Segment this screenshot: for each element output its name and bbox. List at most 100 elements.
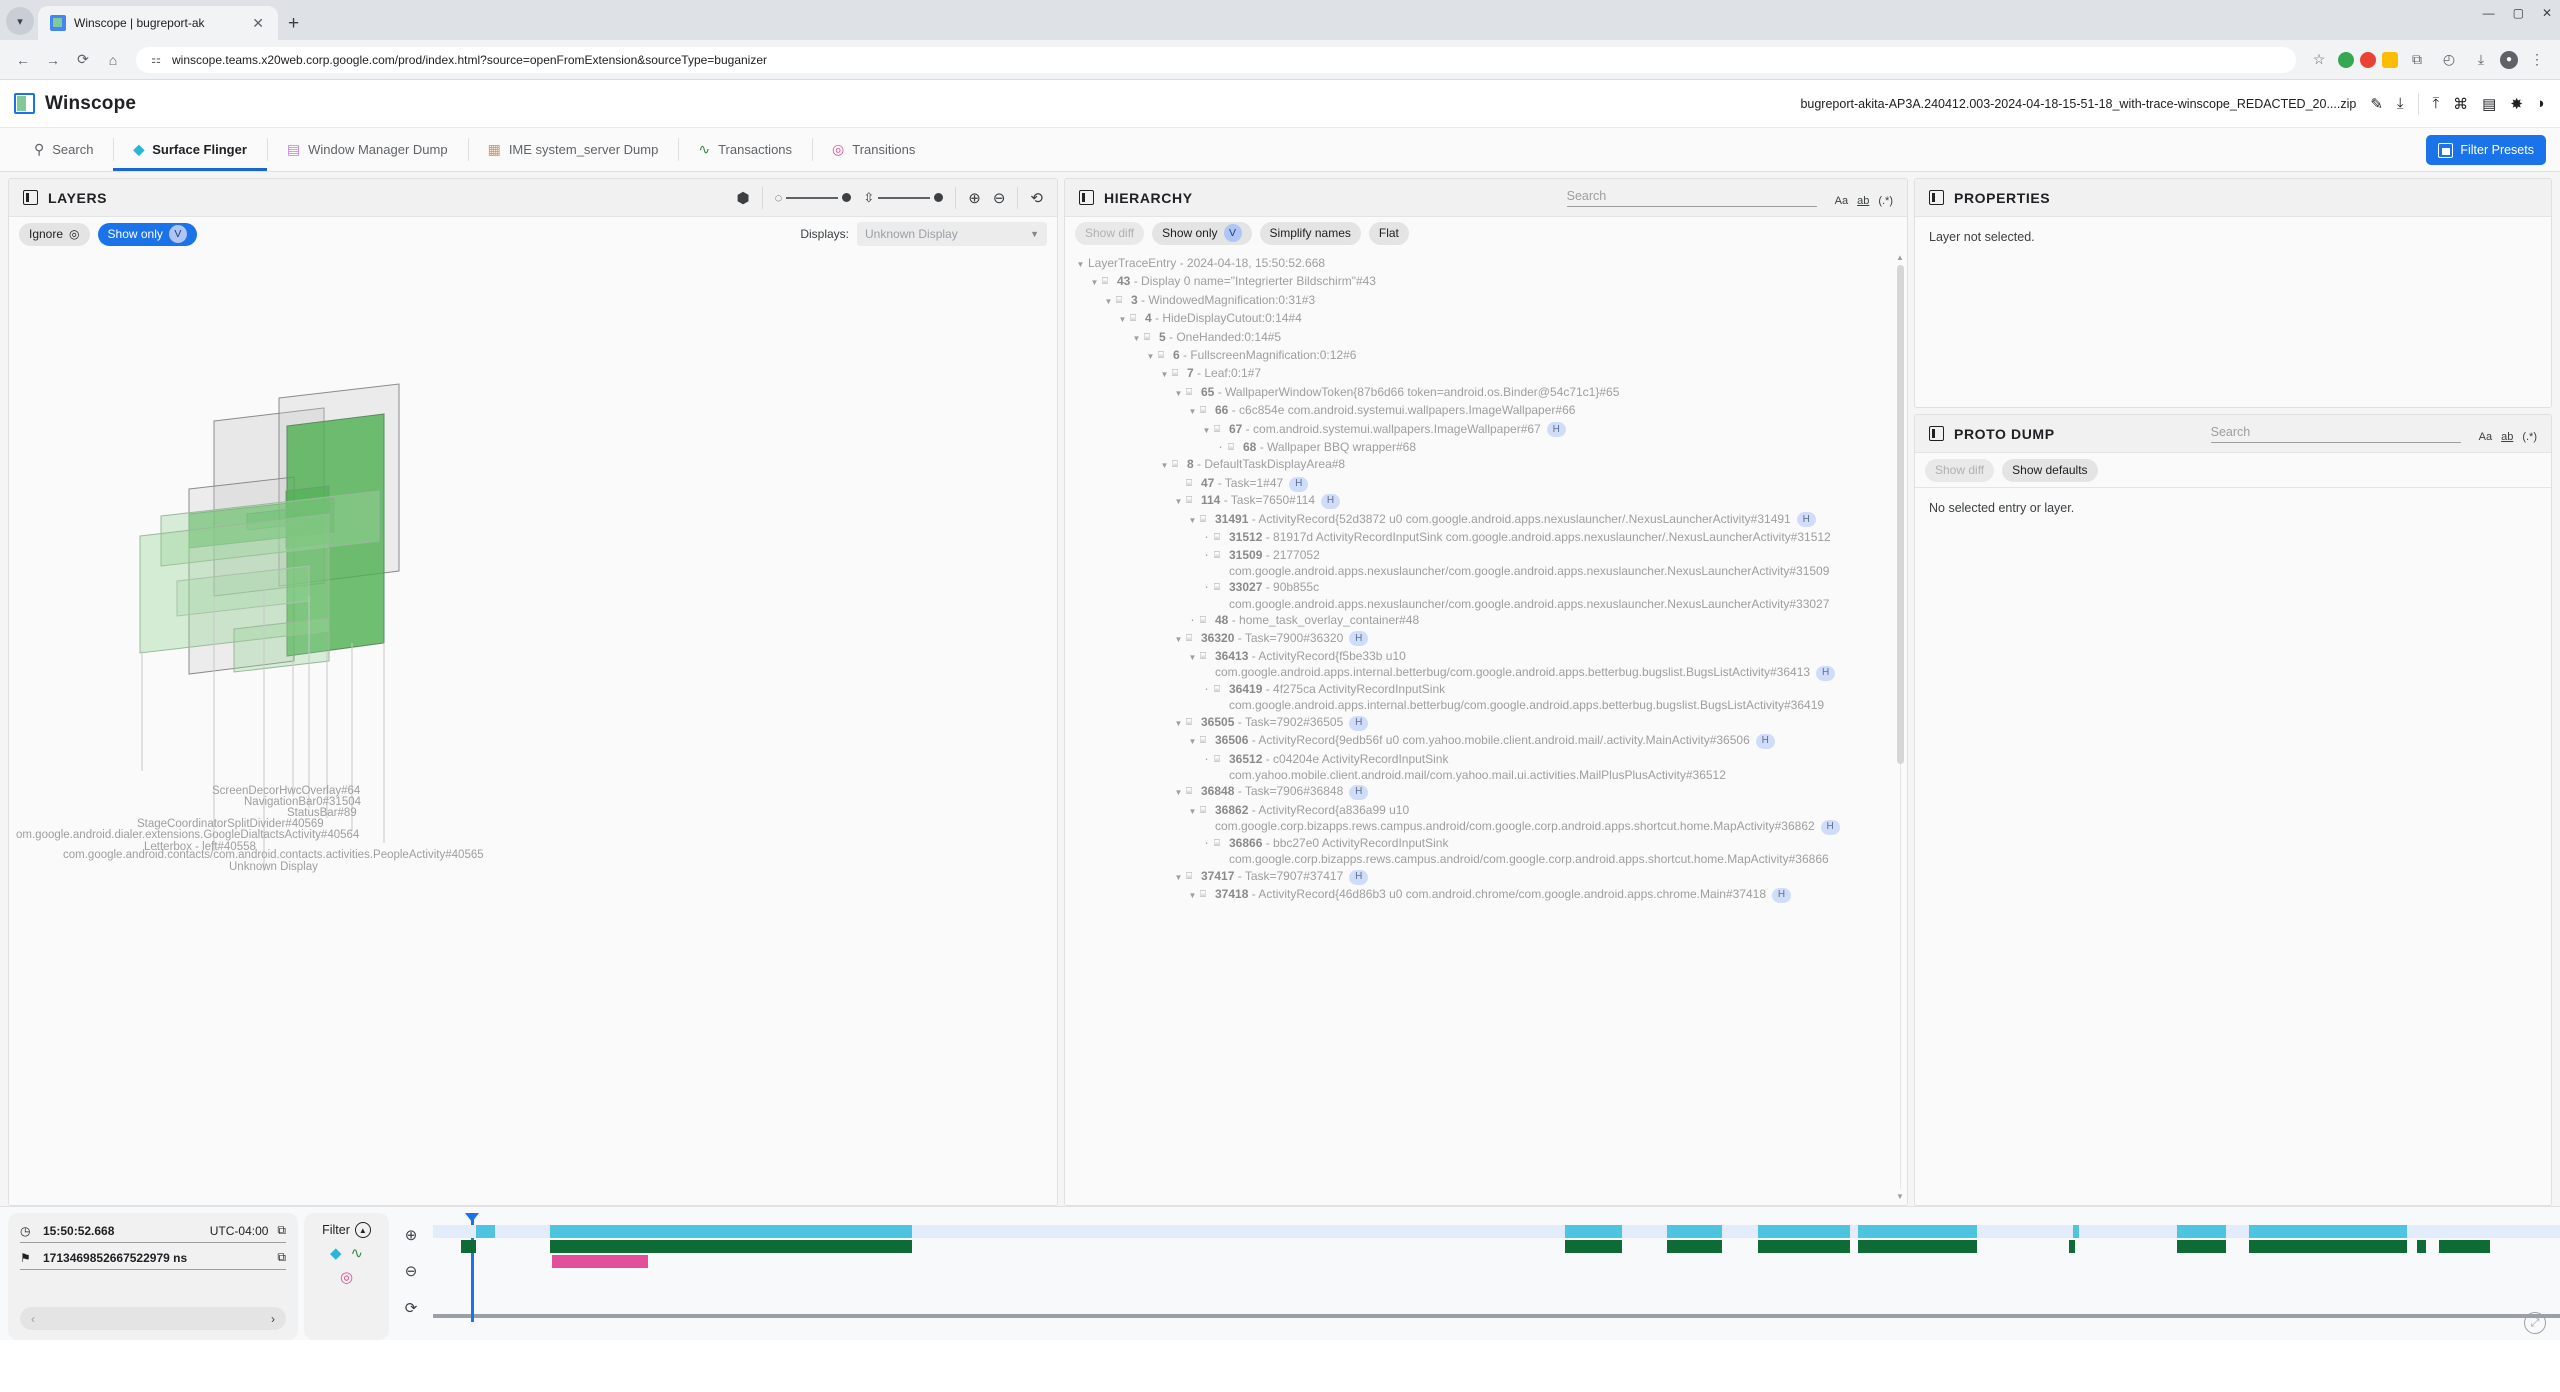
shortcuts-icon[interactable]: ⌘ — [2453, 95, 2469, 113]
layer-label[interactable]: StageCoordinatorSplitDivider#40569 — [137, 818, 324, 830]
pin-icon[interactable]: ⌸ — [1200, 650, 1206, 662]
reset-view-icon[interactable]: ⟲ — [1030, 189, 1043, 207]
report-bug-icon[interactable]: ✸ — [2510, 95, 2523, 113]
transitions-icon[interactable]: ◎ — [339, 1269, 354, 1286]
hierarchy-node[interactable]: · ⌸ 31512 - 81917d ActivityRecordInputSink… — [1073, 529, 1897, 546]
hierarchy-node[interactable]: ▼ ⌸ 3 - WindowedMagnification:0:31#3 — [1073, 292, 1897, 310]
extension-icon-yellow[interactable] — [2382, 51, 2398, 68]
hierarchy-scrollbar[interactable]: ▲ ▼ — [1895, 253, 1905, 1201]
expand-collapse-caret-icon[interactable]: ▼ — [1188, 806, 1197, 816]
slider-thumb[interactable] — [842, 193, 852, 202]
expand-collapse-caret-icon[interactable]: ▼ — [1146, 352, 1155, 362]
collapse-panel-icon[interactable] — [23, 190, 38, 205]
hierarchy-node[interactable]: ▼ ⌸ 36506 - ActivityRecord{9edb56f u0 com.… — [1073, 732, 1897, 750]
hierarchy-node[interactable]: · ⌸ 48 - home_task_overlay_container#48 — [1073, 612, 1897, 629]
show-only-visible-chip[interactable]: Show only V — [97, 222, 197, 246]
nanos-field[interactable]: ⚑ 1713469852667522979 ns ⧉ — [20, 1250, 286, 1270]
pin-icon[interactable]: ⌸ — [1200, 889, 1206, 901]
hierarchy-node[interactable]: ▼ ⌸ 67 - com.android.systemui.wallpapers.I… — [1073, 421, 1897, 439]
edit-pencil-icon[interactable]: ✎ — [2370, 95, 2383, 113]
back-icon[interactable]: ← — [16, 51, 30, 68]
layers-3d-view[interactable]: ScreenDecorHwcOverlay#64 NavigationBar0#… — [9, 251, 1057, 1205]
expand-collapse-caret-icon[interactable]: ▼ — [1174, 788, 1183, 798]
address-bar[interactable]: ⚏ winscope.teams.x20web.corp.google.com/… — [136, 46, 2296, 73]
transactions-band[interactable] — [2068, 1240, 2076, 1253]
hierarchy-node[interactable]: ▼ ⌸ 114 - Task=7650#114 H — [1073, 492, 1897, 510]
pin-icon[interactable]: ⌸ — [1158, 350, 1164, 362]
transactions-band[interactable] — [2249, 1240, 2407, 1253]
expand-collapse-caret-icon[interactable]: ▼ — [1132, 333, 1141, 343]
zoom-out-icon[interactable]: ⊖ — [404, 1263, 418, 1281]
hierarchy-tree[interactable]: ▼ LayerTraceEntry - 2024-04-18, 15:50:52.… — [1065, 249, 1907, 1205]
new-tab-button[interactable]: + — [288, 13, 300, 34]
transactions-band[interactable] — [1758, 1240, 1850, 1253]
pin-icon[interactable]: ⌸ — [1200, 615, 1206, 627]
expand-collapse-caret-icon[interactable]: ▼ — [1090, 278, 1099, 288]
expand-collapse-caret-icon[interactable]: ▼ — [1076, 260, 1085, 269]
layer-rect-visible[interactable] — [160, 490, 380, 567]
show-only-visible-chip[interactable]: Show only V — [1152, 221, 1252, 245]
pin-icon[interactable]: ⌸ — [1172, 459, 1178, 471]
pin-icon[interactable]: ⌸ — [1186, 632, 1192, 644]
hierarchy-node[interactable]: · ⌸ 31509 - 2177052 com.google.android.app… — [1073, 547, 1897, 580]
scrollbar-track[interactable] — [1896, 265, 1904, 1189]
show-defaults-chip[interactable]: Show defaults — [2002, 458, 2098, 482]
hierarchy-node[interactable]: · ⌸ 68 - Wallpaper BBQ wrapper#68 — [1073, 439, 1897, 456]
pin-icon[interactable]: ⌸ — [1214, 753, 1220, 765]
hierarchy-node[interactable]: · ⌸ 33027 - 90b855c com.google.android.app… — [1073, 579, 1897, 612]
regex-icon[interactable]: (.*) — [1878, 194, 1893, 207]
transactions-band[interactable] — [2417, 1240, 2426, 1253]
site-info-icon[interactable]: ⚏ — [151, 54, 161, 66]
collapse-panel-icon[interactable] — [1929, 426, 1944, 441]
hierarchy-node[interactable]: ▼ ⌸ 8 - DefaultTaskDisplayArea#8 — [1073, 456, 1897, 474]
browser-tab[interactable]: Winscope | bugreport-ak ✕ — [38, 6, 278, 40]
pin-icon[interactable]: ⌸ — [1172, 368, 1178, 380]
transactions-band[interactable] — [460, 1240, 476, 1253]
hierarchy-node[interactable]: ▼ ⌸ 7 - Leaf:0:1#7 — [1073, 365, 1897, 383]
tab-search-chevron-icon[interactable]: ▾ — [6, 7, 34, 35]
filter-header[interactable]: Filter ▲ — [322, 1222, 371, 1238]
tab-ime-system-server-dump[interactable]: ▦ IME system_server Dump — [467, 128, 679, 171]
copy-icon[interactable]: ⧉ — [277, 1223, 286, 1237]
collapse-panel-icon[interactable] — [1929, 190, 1944, 205]
surface-flinger-icon[interactable]: ◆ — [329, 1245, 342, 1262]
close-icon[interactable]: ✕ — [252, 15, 264, 31]
transactions-band[interactable] — [1564, 1240, 1622, 1253]
expand-collapse-caret-icon[interactable]: ▼ — [1174, 634, 1183, 644]
hierarchy-node[interactable]: ▼ ⌸ 43 - Display 0 name="Integrierter Bild… — [1073, 273, 1897, 291]
displays-select[interactable]: Unknown Display ▼ — [857, 222, 1047, 246]
expand-timeline-icon[interactable]: ⤢ — [2524, 1312, 2546, 1334]
hierarchy-node[interactable]: ▼ ⌸ 4 - HideDisplayCutout:0:14#4 — [1073, 310, 1897, 328]
pin-icon[interactable]: ⌸ — [1186, 386, 1192, 398]
collapse-panel-icon[interactable] — [1079, 190, 1094, 205]
tab-transitions[interactable]: ◎ Transitions — [812, 128, 935, 171]
layer-label[interactable]: ScreenDecorHwcOverlay#64 — [212, 785, 361, 797]
match-case-icon[interactable]: Aa — [2478, 430, 2493, 443]
pin-icon[interactable]: ⌸ — [1186, 786, 1192, 798]
profile-avatar-icon[interactable]: ◴ — [2442, 51, 2456, 67]
surface-flinger-band[interactable] — [1564, 1225, 1622, 1238]
tab-transactions[interactable]: ∿ Transactions — [678, 128, 812, 171]
layer-rect-visible[interactable] — [233, 617, 330, 673]
forward-icon[interactable]: → — [46, 51, 60, 68]
surface-flinger-band[interactable] — [549, 1225, 912, 1238]
spacing-slider[interactable]: ⇳ — [863, 190, 944, 206]
hierarchy-node[interactable]: ▼ ⌸ 37417 - Task=7907#37417 H — [1073, 868, 1897, 886]
pin-icon[interactable]: ⌸ — [1186, 716, 1192, 728]
expand-collapse-caret-icon[interactable]: ▼ — [1188, 407, 1197, 417]
hierarchy-node[interactable]: ▼ LayerTraceEntry - 2024-04-18, 15:50:52.… — [1073, 255, 1897, 273]
expand-collapse-caret-icon[interactable]: ▼ — [1188, 652, 1197, 662]
window-close-button[interactable]: ✕ — [2541, 6, 2552, 20]
scrollbar-thumb[interactable] — [1896, 265, 1904, 764]
surface-flinger-band[interactable] — [2072, 1225, 2080, 1238]
expand-collapse-caret-icon[interactable]: ▼ — [1188, 891, 1197, 901]
upload-icon[interactable]: ⤒ — [2432, 95, 2440, 112]
expand-collapse-caret-icon[interactable]: ▼ — [1174, 872, 1183, 882]
hierarchy-node[interactable]: ▼ ⌸ 65 - WallpaperWindowToken{87b6d66 toke… — [1073, 384, 1897, 402]
reload-icon[interactable]: ⟳ — [77, 51, 89, 67]
surface-flinger-band[interactable] — [1666, 1225, 1722, 1238]
documentation-icon[interactable]: ▤ — [2482, 95, 2497, 113]
pin-icon[interactable]: ⌸ — [1200, 405, 1206, 417]
surface-flinger-band[interactable] — [1758, 1225, 1850, 1238]
layer-label[interactable]: om.google.android.dialer.extensions.Goog… — [16, 829, 360, 841]
